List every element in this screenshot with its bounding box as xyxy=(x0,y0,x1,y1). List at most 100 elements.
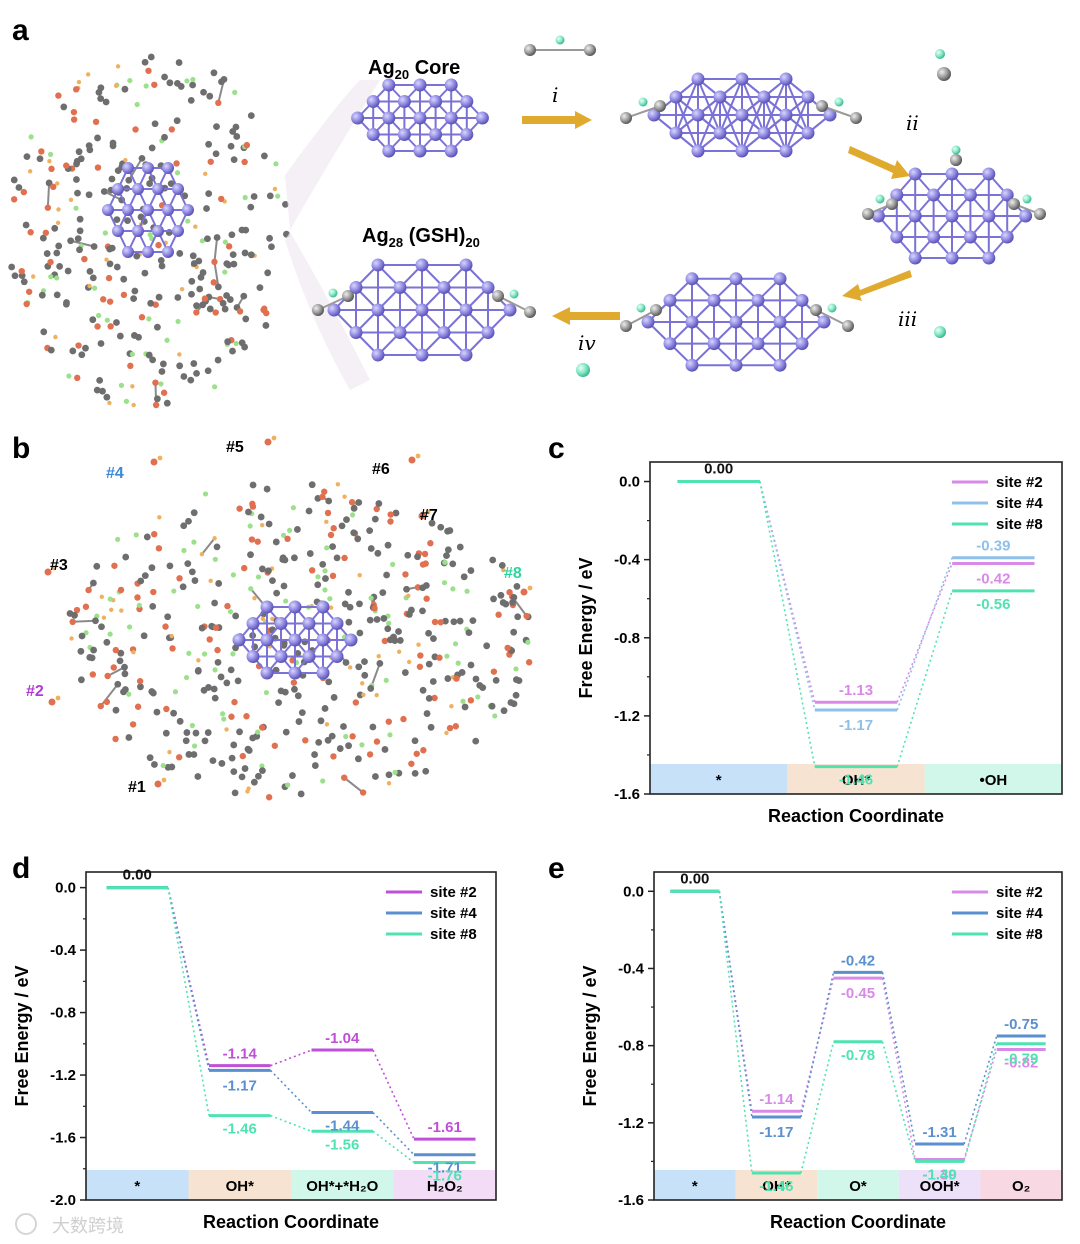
b-ligand-atom xyxy=(390,561,396,567)
intermediate-3-core-ag-atom xyxy=(773,358,787,372)
intermediate-1-core-ag-atom xyxy=(757,126,771,140)
ligand-atom xyxy=(70,108,78,116)
intermediate-1-staple-s-atom xyxy=(620,112,632,124)
b-ligand-atom xyxy=(330,753,337,760)
ligand-atom xyxy=(113,319,120,326)
ligand-atom xyxy=(75,148,83,156)
intermediate-1-staple-bond xyxy=(625,105,661,119)
b-ligand-atom xyxy=(280,641,288,649)
b-ligand-atom xyxy=(107,596,113,602)
b-ligand-atom xyxy=(502,600,510,608)
intermediate-2-core-ag-atom xyxy=(908,251,922,265)
ag28-staple-s-atom xyxy=(524,306,536,318)
panel-letter-a: a xyxy=(12,14,29,47)
b-ligand-atom xyxy=(285,782,291,788)
ligand-atom xyxy=(22,221,30,229)
b-ligand-atom xyxy=(467,567,475,574)
connector-site4 xyxy=(167,887,210,1071)
b-ligand-atom xyxy=(280,582,288,590)
b-ligand-atom xyxy=(357,572,362,578)
ligand-atom xyxy=(138,314,146,321)
ligand-atom xyxy=(189,252,197,260)
ligand-atom xyxy=(189,81,197,89)
b-ligand-atom xyxy=(220,711,226,717)
b-ligand-atom xyxy=(279,556,287,563)
b-ligand-atom xyxy=(386,620,392,626)
b-ligand-atom xyxy=(396,637,404,644)
ag28-cluster-label: Ag28 (GSH)20 xyxy=(362,225,480,250)
category-band-2 xyxy=(291,1170,394,1200)
b-ligand-atom xyxy=(99,594,105,600)
b-ligand-atom xyxy=(429,678,437,685)
step-arrows xyxy=(522,111,912,325)
b-ligand-atom xyxy=(78,632,86,640)
legend-entry: site #2 xyxy=(996,884,1043,901)
site-label-3: #3 xyxy=(50,557,68,574)
b-ligand-atom xyxy=(90,646,98,654)
b-ligand-atom xyxy=(427,540,434,547)
step-label-iv: iv xyxy=(578,331,596,355)
b-ligand-atom xyxy=(258,724,266,731)
b-ligand-atom xyxy=(217,673,225,681)
b-ligand-atom xyxy=(361,658,368,666)
b-ligand-atom xyxy=(176,575,183,582)
b-ligand-atom xyxy=(361,671,369,679)
full-cluster-molecule xyxy=(8,53,290,409)
b-ligand-atom xyxy=(137,577,145,585)
b-ligand-bond xyxy=(343,776,364,794)
ligand-atom xyxy=(153,395,161,403)
intermediate-3-staple-h-atom xyxy=(827,303,837,313)
b-core-ag-atom xyxy=(330,650,344,663)
intermediate-3-core-ag-atom xyxy=(729,315,743,329)
ligand-atom xyxy=(73,176,80,183)
y-tick-label: -1.2 xyxy=(618,1115,644,1132)
ligand-atom xyxy=(163,399,171,407)
b-ligand-atom xyxy=(441,580,448,586)
intermediate-3-core-ag-atom xyxy=(707,337,721,351)
adsorbate-site-6-h-atom xyxy=(415,453,421,459)
b-core-ag-atom xyxy=(260,633,274,647)
b-ligand-atom xyxy=(354,755,362,763)
data-label: -1.76 xyxy=(428,1168,462,1185)
ligand-atom xyxy=(125,176,133,184)
b-ligand-atom xyxy=(148,564,156,572)
b-ligand-atom xyxy=(241,765,249,772)
b-ligand-atom xyxy=(308,481,316,489)
b-ligand-atom xyxy=(333,554,341,562)
ligand-atom xyxy=(44,204,52,211)
ligand-atom xyxy=(73,205,79,211)
ligand-atom xyxy=(240,292,248,300)
intermediate-2-staple-s-atom xyxy=(1034,208,1046,220)
ligand-atom xyxy=(179,286,185,292)
full-cluster-core-ag-atom xyxy=(172,183,184,195)
panel-letter-d: d xyxy=(12,852,30,885)
connector-site8 xyxy=(800,1041,835,1174)
b-ligand-atom xyxy=(109,607,114,612)
b-ligand-atom xyxy=(525,659,533,666)
ag20-core-ag-atom xyxy=(444,78,458,92)
full-cluster-core-ag-atom xyxy=(152,183,164,195)
b-ligand-atom xyxy=(190,509,198,517)
ligand-atom xyxy=(51,224,59,232)
b-ligand-atom xyxy=(513,583,521,590)
b-ligand-atom xyxy=(208,578,213,583)
ligand-atom xyxy=(151,81,158,88)
adsorbate-site-4-o-atom xyxy=(150,458,158,466)
ligand-atom xyxy=(205,140,213,148)
intermediate-1-core-ag-atom xyxy=(669,126,683,140)
ligand-atom xyxy=(247,203,255,211)
b-ligand-atom xyxy=(160,762,166,769)
intermediate-3-core-ag-atom xyxy=(773,315,787,329)
ligand-atom xyxy=(68,197,74,203)
b-ligand-bond xyxy=(99,683,119,707)
ligand-atom xyxy=(50,183,57,191)
b-ligand-atom xyxy=(166,562,174,570)
b-ligand-atom xyxy=(269,577,276,584)
b-ligand-atom xyxy=(247,551,254,559)
b-core-ag-atom xyxy=(288,600,302,614)
ligand-atom xyxy=(113,216,121,224)
ligand-atom xyxy=(185,218,191,224)
site-label-7: #7 xyxy=(420,507,438,524)
connector-site4 xyxy=(269,1069,313,1114)
